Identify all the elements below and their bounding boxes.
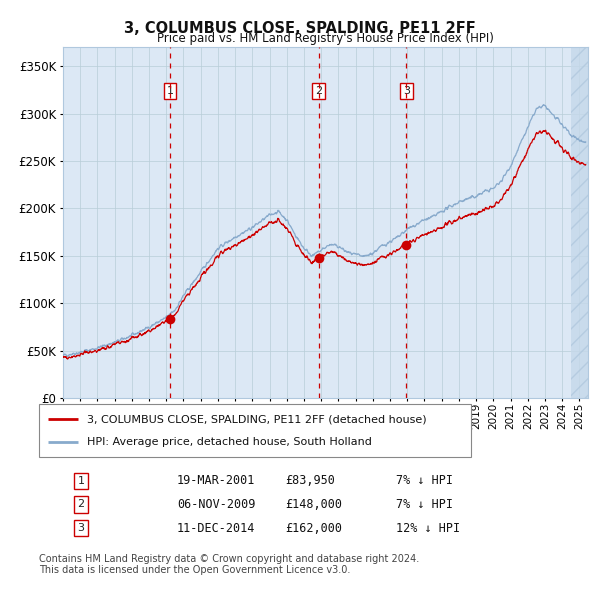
Text: 12% ↓ HPI: 12% ↓ HPI bbox=[396, 522, 460, 535]
Text: £148,000: £148,000 bbox=[285, 498, 342, 511]
Text: 1: 1 bbox=[77, 476, 85, 486]
Text: 11-DEC-2014: 11-DEC-2014 bbox=[177, 522, 256, 535]
Text: 3, COLUMBUS CLOSE, SPALDING, PE11 2FF: 3, COLUMBUS CLOSE, SPALDING, PE11 2FF bbox=[124, 21, 476, 35]
Text: £162,000: £162,000 bbox=[285, 522, 342, 535]
Text: £83,950: £83,950 bbox=[285, 474, 335, 487]
Text: 3, COLUMBUS CLOSE, SPALDING, PE11 2FF (detached house): 3, COLUMBUS CLOSE, SPALDING, PE11 2FF (d… bbox=[86, 414, 426, 424]
Text: 19-MAR-2001: 19-MAR-2001 bbox=[177, 474, 256, 487]
Bar bbox=[571, 47, 588, 398]
Title: Price paid vs. HM Land Registry's House Price Index (HPI): Price paid vs. HM Land Registry's House … bbox=[157, 32, 494, 45]
Text: 2: 2 bbox=[77, 500, 85, 509]
Text: 3: 3 bbox=[77, 523, 85, 533]
Text: 1: 1 bbox=[166, 86, 173, 96]
Text: 06-NOV-2009: 06-NOV-2009 bbox=[177, 498, 256, 511]
Text: 2: 2 bbox=[315, 86, 322, 96]
FancyBboxPatch shape bbox=[39, 404, 471, 457]
Text: 3: 3 bbox=[403, 86, 410, 96]
Text: 7% ↓ HPI: 7% ↓ HPI bbox=[396, 498, 453, 511]
Text: HPI: Average price, detached house, South Holland: HPI: Average price, detached house, Sout… bbox=[86, 437, 371, 447]
Text: 7% ↓ HPI: 7% ↓ HPI bbox=[396, 474, 453, 487]
Text: Contains HM Land Registry data © Crown copyright and database right 2024.
This d: Contains HM Land Registry data © Crown c… bbox=[39, 553, 419, 575]
